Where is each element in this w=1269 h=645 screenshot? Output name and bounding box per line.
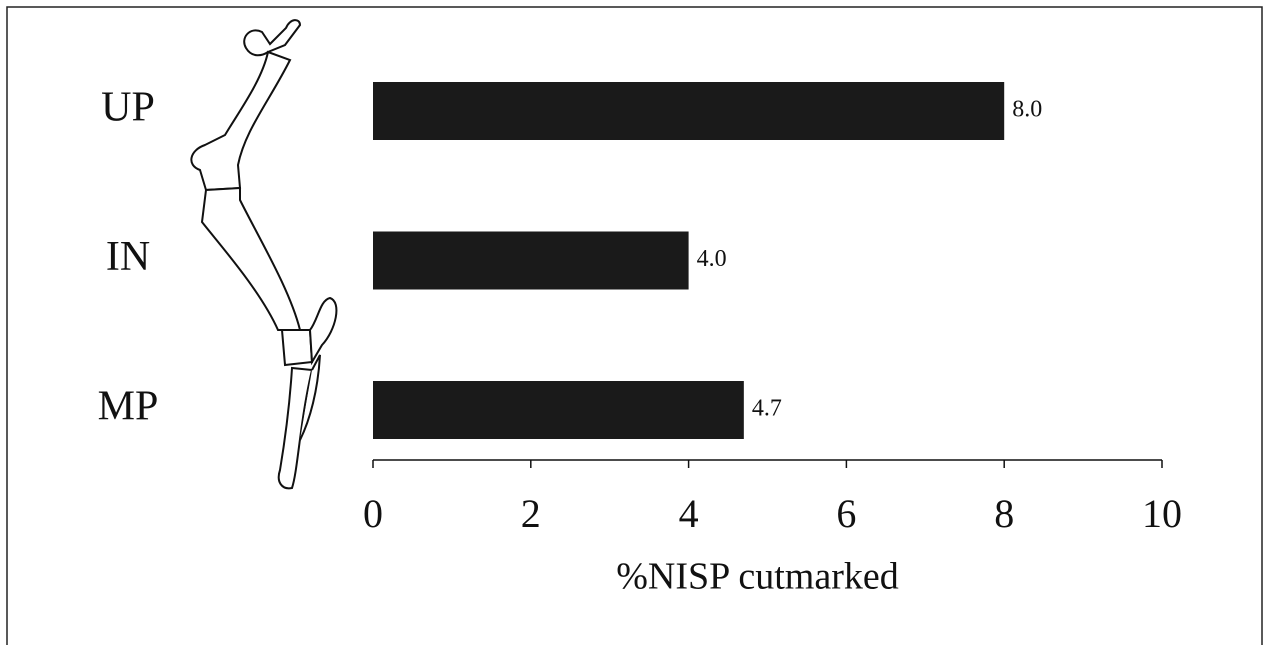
value-label: 8.0 <box>1012 97 1042 123</box>
bar <box>373 381 744 439</box>
x-tick-label: 2 <box>521 491 541 536</box>
x-tick-label: 4 <box>679 491 699 536</box>
category-label: MP <box>98 384 159 430</box>
chart: 0 2 4 6 8 10 %NISP cutmarked UP 8.0 IN 4.0 MP 4.7 <box>0 0 1269 645</box>
category-label: UP <box>101 85 155 131</box>
value-label: 4.7 <box>752 396 782 422</box>
bone-illustration <box>191 20 336 488</box>
category-label: IN <box>106 234 150 280</box>
x-axis-label: %NISP cutmarked <box>616 556 898 598</box>
value-label: 4.0 <box>697 246 727 272</box>
x-tick-label: 0 <box>363 491 383 536</box>
x-tick-label: 8 <box>994 491 1014 536</box>
bar <box>373 82 1004 140</box>
x-tick-label: 10 <box>1142 491 1182 536</box>
bar <box>373 232 689 290</box>
x-tick-label: 6 <box>836 491 856 536</box>
